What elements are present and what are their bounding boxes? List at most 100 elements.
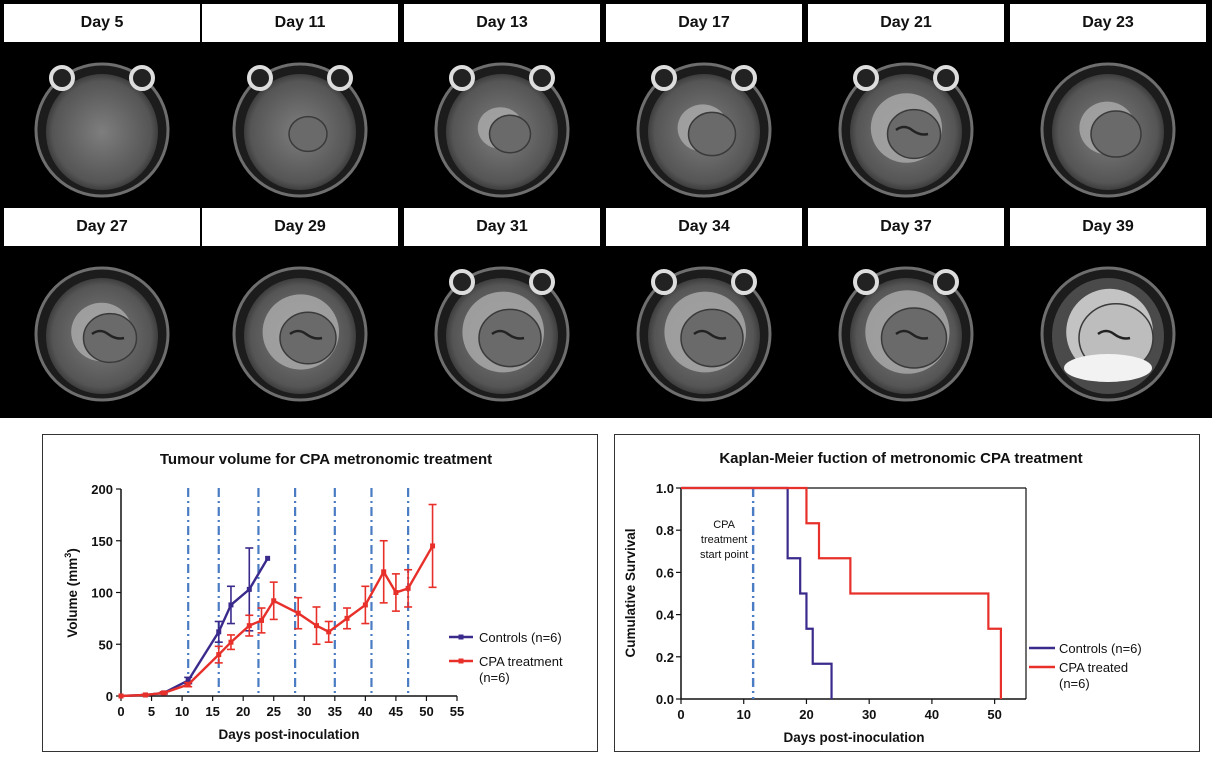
tumour-necrosis (693, 329, 727, 340)
mri-panel: Day 27 (2, 206, 202, 406)
data-point (344, 615, 350, 621)
data-point (216, 629, 222, 635)
right-eye (529, 65, 555, 91)
y-tick-label: 0.4 (656, 608, 675, 623)
left-eye (853, 65, 879, 91)
mri-brain-scan (838, 266, 974, 402)
right-eye (129, 65, 155, 91)
tumour-necrosis (289, 329, 323, 340)
data-point (118, 693, 124, 699)
brain (46, 74, 158, 190)
mri-brain-scan (434, 266, 570, 402)
mri-day-label: Day 17 (606, 4, 802, 42)
mri-brain-scan (34, 266, 170, 402)
mri-brain-scan (232, 62, 368, 198)
data-point (142, 692, 148, 698)
y-tick-label: 150 (91, 534, 113, 549)
left-eye (651, 269, 677, 295)
legend-label-cpa: CPA treatment (479, 654, 563, 669)
right-eye (731, 269, 757, 295)
y-axis-label-end: ) (65, 548, 80, 553)
legend-marker-controls (458, 634, 464, 640)
mri-day-label: Day 31 (404, 208, 600, 246)
tumour-necrosis (491, 329, 525, 340)
tumour-region (880, 307, 948, 369)
mri-brain-scan (34, 62, 170, 198)
x-tick-label: 45 (389, 704, 403, 719)
data-point (161, 690, 167, 696)
data-point (246, 623, 252, 629)
mri-brain-scan (636, 62, 772, 198)
data-point (362, 602, 368, 608)
left-eye (449, 65, 475, 91)
treatment-start-annotation: treatment (701, 534, 747, 546)
mri-day-label: Day 21 (808, 4, 1004, 42)
x-tick-label: 15 (205, 704, 219, 719)
mri-day-label: Day 11 (202, 4, 398, 42)
data-point (430, 543, 436, 549)
controls-series-line (120, 557, 269, 698)
left-eye (651, 65, 677, 91)
y-tick-label: 200 (91, 482, 113, 497)
tumour-region (478, 308, 542, 368)
right-eye (933, 269, 959, 295)
y-axis-label: Cumulative Survival (623, 528, 638, 657)
data-point (216, 652, 222, 658)
y-tick-label: 0 (106, 689, 113, 704)
tumour-region (1090, 110, 1142, 158)
data-point (381, 569, 387, 575)
mri-brain-scan (434, 62, 570, 198)
y-tick-label: 0.0 (656, 692, 674, 707)
right-eye (731, 65, 757, 91)
x-tick-label: 0 (117, 704, 124, 719)
mri-day-label: Day 29 (202, 208, 398, 246)
data-point (265, 555, 271, 561)
mri-image-grid: Day 5 Day 11 Day 13 Day 17 Day 21 Day 23 Day 2… (0, 0, 1212, 418)
tumour-region (82, 312, 138, 364)
data-point (185, 682, 191, 688)
x-tick-label: 20 (799, 707, 813, 722)
tumour-region (687, 111, 737, 157)
y-tick-label: 0.8 (656, 523, 674, 538)
mri-brain-scan (1040, 62, 1176, 198)
x-tick-label: 20 (236, 704, 250, 719)
tumour-region (488, 114, 532, 154)
x-tick-label: 55 (450, 704, 464, 719)
tumour-volume-svg: Tumour volume for CPA metronomic treatme… (63, 451, 563, 742)
x-tick-label: 40 (358, 704, 372, 719)
mri-brain-scan (232, 266, 368, 402)
mri-panel: Day 29 (200, 206, 400, 406)
data-point (246, 586, 252, 592)
legend-marker-cpa (458, 658, 464, 664)
tumour-necrosis (895, 125, 929, 136)
mri-day-label: Day 13 (404, 4, 600, 42)
tumour-volume-chart: Tumour volume for CPA metronomic treatme… (42, 434, 598, 752)
kaplan-meier-svg: Kaplan-Meier fuction of metronomic CPA t… (623, 450, 1142, 745)
left-eye (247, 65, 273, 91)
mri-panel: Day 31 (402, 206, 602, 406)
data-point (405, 585, 411, 591)
treatment-start-annotation: start point (700, 549, 748, 561)
x-tick-label: 30 (297, 704, 311, 719)
mri-day-label: Day 37 (808, 208, 1004, 246)
y-tick-label: 1.0 (656, 481, 674, 496)
left-eye (449, 269, 475, 295)
y-axis-label: Volume (mm3) (63, 548, 80, 638)
x-tick-label: 50 (987, 707, 1001, 722)
y-tick-label: 0.6 (656, 565, 674, 580)
mri-brain-scan (838, 62, 974, 198)
x-tick-label: 5 (148, 704, 155, 719)
data-point (185, 677, 191, 683)
data-point (326, 629, 332, 635)
right-eye (933, 65, 959, 91)
x-tick-label: 25 (266, 704, 280, 719)
legend-label-cpa: CPA treated (1059, 660, 1128, 675)
x-tick-label: 0 (677, 707, 684, 722)
mri-panel: Day 34 (604, 206, 804, 406)
mri-panel: Day 13 (402, 2, 602, 202)
legend-label-controls: Controls (n=6) (1059, 641, 1142, 656)
mri-brain-scan (636, 266, 772, 402)
tumour-necrosis (895, 329, 929, 340)
y-axis-label-sup: 3 (63, 553, 73, 558)
x-tick-label: 10 (175, 704, 189, 719)
